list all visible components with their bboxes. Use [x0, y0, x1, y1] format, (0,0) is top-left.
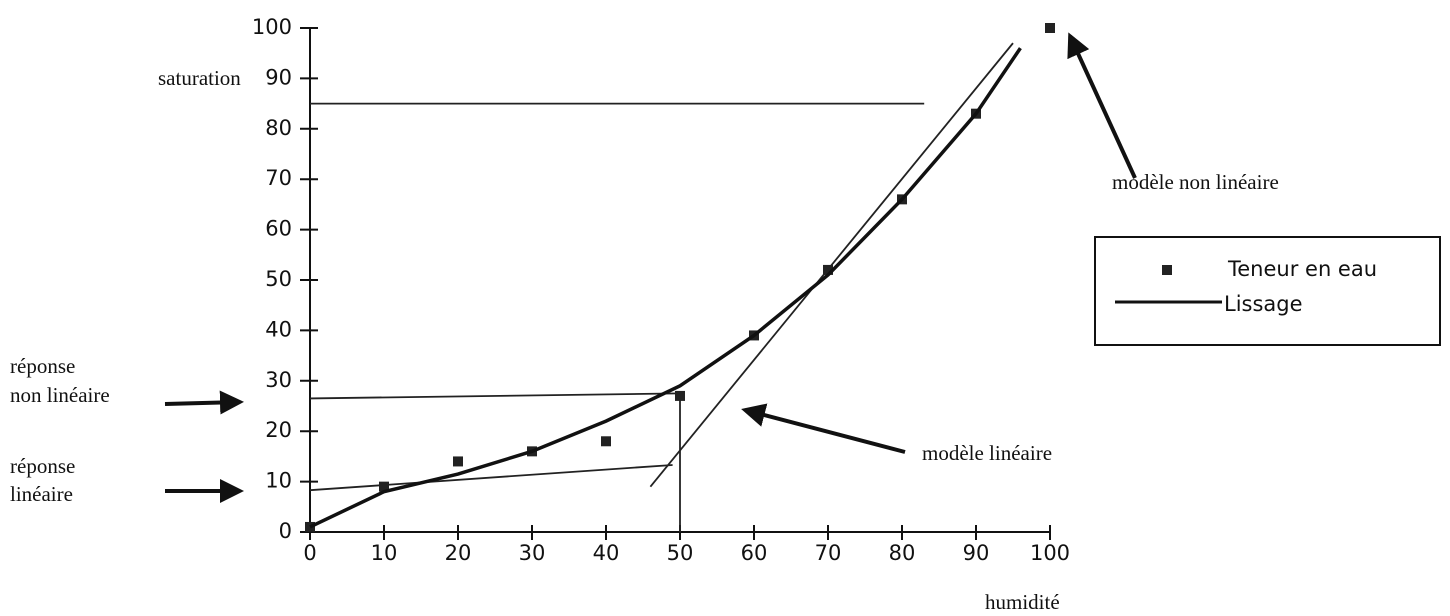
x-tick-label: 50	[667, 541, 694, 565]
x-tick-label: 90	[963, 541, 990, 565]
x-tick-label: 100	[1030, 541, 1070, 565]
x-tick-label: 80	[889, 541, 916, 565]
y-tick-label: 10	[265, 469, 292, 493]
y-tick-label: 20	[265, 418, 292, 442]
annotation: linéaire	[10, 482, 73, 506]
x-tick-label: 10	[371, 541, 398, 565]
legend-box	[1094, 236, 1441, 346]
x-tick-label: 60	[741, 541, 768, 565]
legend-label: Teneur en eau	[1227, 257, 1377, 281]
y-tick-label: 0	[279, 519, 292, 543]
point	[1045, 23, 1055, 33]
smoothing-line	[309, 47, 1022, 529]
point	[379, 481, 389, 492]
y-tick-label: 100	[252, 15, 292, 39]
point	[675, 390, 685, 401]
y-tick-label: 40	[265, 317, 292, 341]
annotation: réponse	[10, 354, 75, 378]
point	[823, 264, 833, 275]
y-tick-label: 70	[265, 166, 292, 190]
x-tick-label: 20	[445, 541, 472, 565]
y-axis-label: saturation	[158, 66, 241, 90]
x-tick-label: 70	[815, 541, 842, 565]
legend-label: Lissage	[1224, 292, 1303, 316]
point	[601, 436, 611, 447]
reference-line	[649, 42, 1014, 488]
y-tick-label: 80	[265, 116, 292, 140]
arrow	[1067, 32, 1137, 179]
legend-marker	[1162, 265, 1172, 275]
x-tick-label: 40	[593, 541, 620, 565]
y-tick-label: 60	[265, 217, 292, 241]
arrows	[164, 32, 1137, 503]
x-tick-label: 30	[519, 541, 546, 565]
point	[453, 456, 463, 467]
annotation: modèle non linéaire	[1112, 170, 1279, 194]
annotation: réponse	[10, 454, 75, 478]
x-tick-label: 0	[303, 541, 316, 565]
x-axis-label: humidité	[985, 590, 1060, 614]
arrow	[741, 403, 906, 454]
y-tick-label: 30	[265, 368, 292, 392]
y-tick-label: 50	[265, 267, 292, 291]
y-tick-label: 90	[265, 65, 292, 89]
reference-line	[309, 392, 681, 400]
annotation: non linéaire	[10, 383, 110, 407]
annotation: modèle linéaire	[922, 441, 1052, 465]
arrow	[164, 390, 244, 415]
reference-line	[309, 464, 673, 492]
